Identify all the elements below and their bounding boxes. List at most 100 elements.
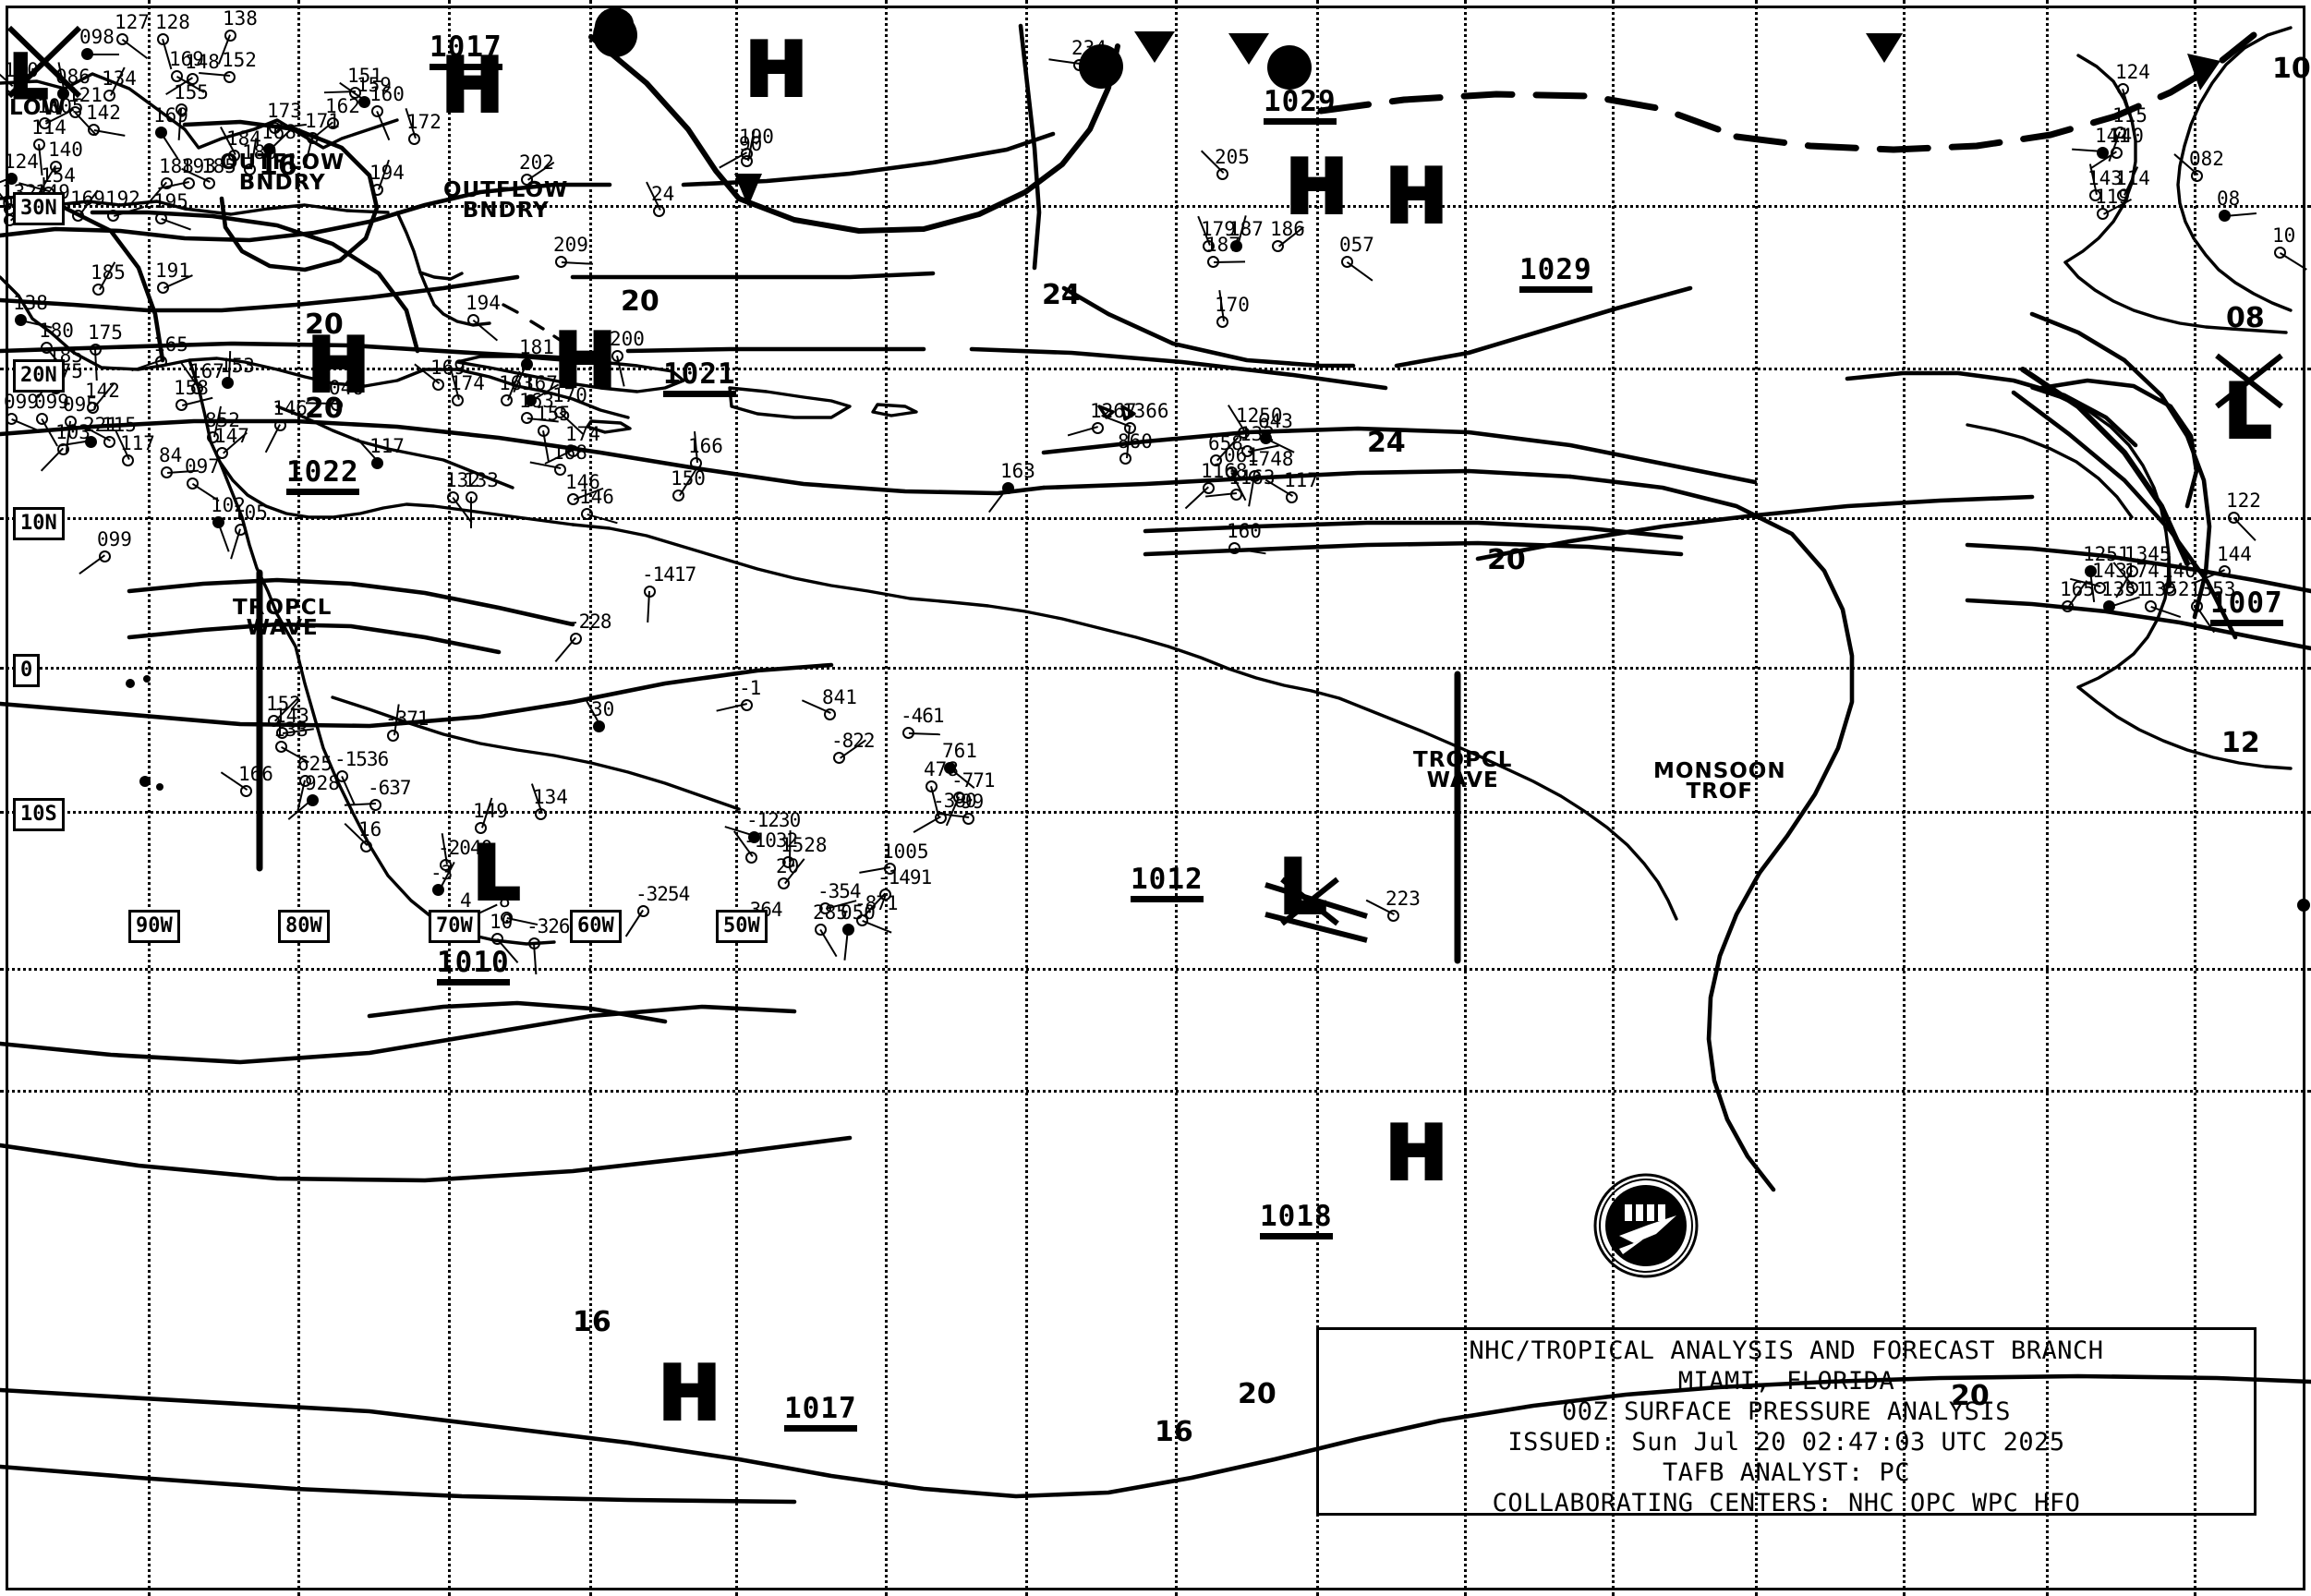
station-value: 162 — [325, 95, 360, 117]
station-value: -461 — [901, 705, 945, 727]
station-value: 761 — [942, 740, 977, 762]
station-value: 050 — [841, 901, 876, 924]
station-circle — [157, 33, 169, 45]
station-value: 187 — [1205, 234, 1240, 256]
high-pressure-center: H — [1384, 1110, 1449, 1196]
station-value: -3254 — [635, 883, 690, 905]
station-value: 30 — [591, 698, 615, 720]
station-value: 1250 — [1236, 405, 1283, 427]
station-value: -1536 — [334, 748, 389, 770]
lon-tick-90w: 90W — [128, 910, 180, 943]
legend-line-1: NHC/TROPICAL ANALYSIS AND FORECAST BRANC… — [1469, 1336, 2104, 1365]
station-value: 194 — [369, 162, 405, 184]
station-circle — [1207, 256, 1219, 268]
station-value: 24 — [651, 183, 675, 205]
station-circle — [1286, 491, 1298, 503]
feature-label-line: WAVE — [1426, 768, 1499, 792]
station-value: 149 — [473, 800, 508, 822]
high-pressure-center: H — [744, 27, 809, 113]
station-value: 146 — [272, 397, 308, 419]
feature-label-line: MONSOON — [1653, 759, 1786, 783]
station-value: -1491 — [877, 866, 932, 889]
station-value: 195 — [153, 190, 188, 212]
wind-barb — [88, 54, 119, 55]
station-value: 140 — [48, 139, 83, 161]
legend-line-4: ISSUED: Sun Jul 20 02:47:03 UTC 2025 — [1507, 1428, 2065, 1457]
contour-label: 20 — [1238, 1378, 1276, 1410]
station-value: 098 — [79, 26, 115, 48]
station-circle — [778, 877, 790, 889]
station-circle — [369, 799, 381, 811]
high-pressure-center: H — [1384, 153, 1449, 239]
station-value: -822 — [831, 730, 876, 752]
wind-barb — [79, 554, 105, 574]
station-value: 160 — [1227, 520, 1262, 542]
contour-label: 20 — [1487, 544, 1526, 576]
station-value: 174 — [450, 372, 485, 394]
station-circle — [926, 780, 938, 792]
feature-label-line: TROPCL — [1413, 748, 1513, 772]
contour-label: 08 — [2226, 302, 2265, 334]
feature-label: OUTFLOW BNDRY — [443, 180, 568, 222]
pressure-value-label: 1010 — [437, 949, 510, 985]
station-value: 185 — [91, 261, 126, 284]
station-value: 163 — [1000, 460, 1035, 482]
pressure-value-label: 1022 — [286, 458, 359, 495]
station-value: 117 — [369, 435, 405, 457]
station-circle — [116, 33, 128, 45]
high-pressure-center: H — [440, 42, 505, 128]
station-value: 165 — [2060, 578, 2095, 600]
station-value: 117 — [120, 432, 155, 454]
station-value: 643 — [1258, 410, 1293, 432]
station-value: 155 — [536, 403, 571, 425]
lon-tick-80w: 80W — [278, 910, 330, 943]
station-value: 169 — [169, 48, 204, 70]
feature-label: OUTFLOW BNDRY — [220, 151, 345, 194]
station-value: 205 — [1215, 146, 1250, 168]
wind-barb — [1214, 260, 1246, 263]
station-value: 115 — [2112, 104, 2148, 127]
station-circle — [637, 905, 649, 917]
station-value: 175 — [88, 321, 123, 344]
pressure-value-label: 1012 — [1131, 865, 1204, 902]
contour-label: 10 — [2272, 53, 2311, 85]
station-value: -771 — [951, 769, 996, 792]
lat-tick-10n: 10N — [13, 507, 65, 540]
pressure-value-label: 1029 — [1264, 88, 1337, 125]
wind-barb — [376, 111, 391, 141]
station-circle — [902, 727, 914, 739]
station-value: 153 — [220, 355, 255, 377]
contour-label: 20 — [621, 285, 659, 318]
station-circle — [842, 924, 854, 936]
feature-label: TROPCL WAVE — [1413, 748, 1513, 792]
station-value: 186 — [1270, 218, 1305, 240]
contour-label: 16 — [1155, 1416, 1193, 1448]
station-circle — [240, 785, 252, 797]
station-value: 114 — [31, 116, 67, 139]
station-value: 152 — [222, 49, 257, 71]
feature-label: MONSOON TROF — [1653, 759, 1786, 803]
station-value: 192 — [105, 187, 140, 210]
station-circle — [1073, 59, 1085, 71]
station-value: 4 — [460, 889, 472, 912]
station-value: 154 — [41, 164, 76, 187]
station-circle — [653, 205, 665, 217]
feature-label-line: WAVE — [246, 616, 319, 640]
station-value: 133 — [273, 719, 309, 741]
station-value: 127 — [115, 11, 150, 33]
feature-label-line: OUTFLOW — [220, 151, 345, 175]
wind-barb — [1184, 486, 1209, 510]
low-pressure-center: L — [471, 830, 522, 916]
station-value: 124 — [4, 151, 39, 173]
station-value: 158 — [174, 377, 209, 399]
legend-line-6: COLLABORATING CENTERS: NHC OPC WPC HFO — [1492, 1489, 2081, 1517]
station-value: 202 — [519, 151, 554, 174]
station-value: 168 — [552, 441, 587, 464]
station-value: 141 — [2095, 125, 2130, 147]
wind-barb — [624, 909, 644, 937]
station-circle — [224, 71, 236, 83]
wind-barb — [554, 636, 576, 663]
wind-barb — [161, 218, 191, 231]
station-value: 180 — [39, 320, 74, 342]
station-value: 16 — [358, 818, 382, 840]
